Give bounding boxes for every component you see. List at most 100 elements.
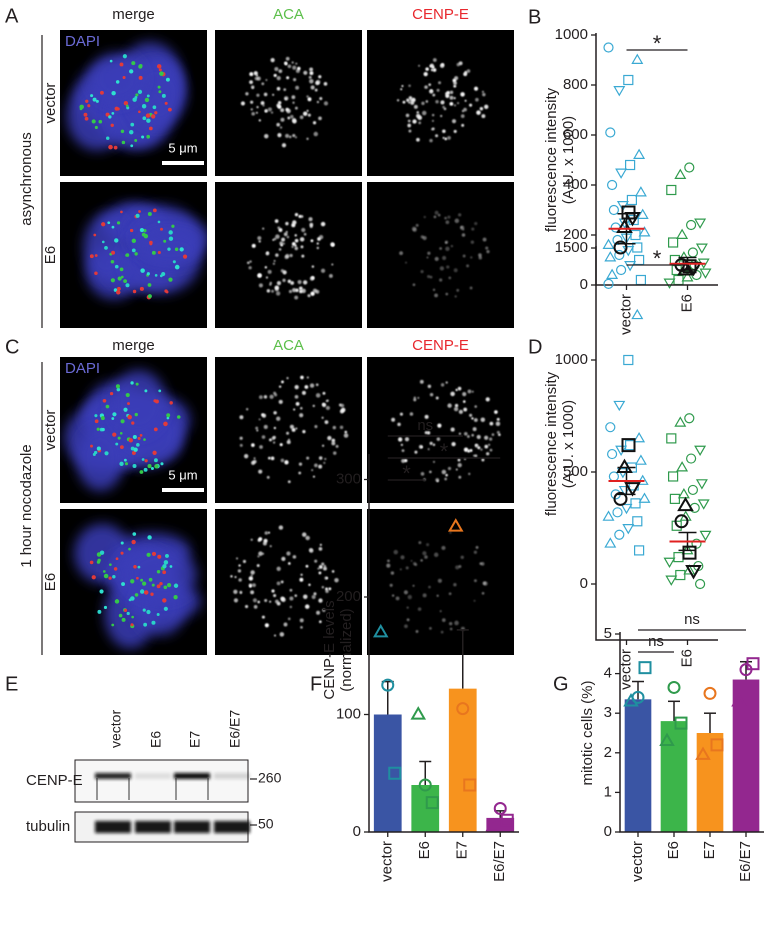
dapi-blob [76, 427, 125, 492]
kinetochore-dot [412, 283, 416, 287]
kinetochore-dot [251, 111, 256, 116]
kinetochore-dot [261, 552, 265, 555]
kinetochore-dot [143, 438, 146, 441]
kinetochore-dot [139, 589, 145, 594]
micrograph [60, 182, 207, 328]
kinetochore-dot [317, 567, 320, 570]
kinetochore-dot [462, 400, 466, 403]
replicate-point [638, 661, 652, 675]
kinetochore-dot [275, 291, 281, 296]
kinetochore-dot [417, 607, 422, 611]
kinetochore-dot [122, 54, 127, 59]
kinetochore-dot [282, 270, 287, 275]
replicate-mean [682, 259, 697, 274]
kinetochore-dot [445, 473, 448, 477]
kinetochore-dot [120, 210, 123, 214]
micrograph [60, 357, 207, 503]
kinetochore-dot [110, 260, 115, 264]
kinetochore-dot [295, 427, 298, 430]
x-tick-label: E6/E7 [737, 841, 754, 882]
kinetochore-dot [278, 399, 283, 404]
kinetochore-dot [100, 90, 104, 95]
kinetochore-dot [418, 444, 423, 449]
bar [624, 699, 652, 832]
kinetochore-dot [295, 402, 300, 406]
kinetochore-dot [83, 112, 88, 117]
kinetochore-dot [413, 104, 418, 109]
kinetochore-dot [462, 392, 467, 397]
kinetochore-dot [473, 550, 478, 554]
significance-label: * [402, 461, 411, 486]
kinetochore-dot [121, 582, 126, 587]
kinetochore-dot [322, 608, 326, 612]
replicate-mean [685, 565, 702, 580]
kinetochore-dot [303, 70, 308, 75]
kinetochore-dot [440, 630, 444, 634]
kinetochore-dot [268, 438, 272, 442]
kinetochore-dot [325, 400, 328, 403]
kinetochore-dot [440, 62, 445, 67]
kinetochore-dot [182, 254, 188, 259]
kinetochore-dot [303, 232, 307, 236]
kinetochore-dot [286, 108, 291, 114]
significance-label: ns [417, 417, 433, 434]
kinetochore-dot [321, 586, 325, 589]
kinetochore-dot [430, 68, 434, 72]
kinetochore-dot [300, 406, 303, 410]
kinetochore-dot [280, 596, 285, 601]
kinetochore-dot [300, 245, 304, 249]
kinetochore-dot [135, 213, 140, 218]
kinetochore-dot [321, 444, 325, 447]
blot-band [174, 773, 210, 779]
kinetochore-dot [280, 117, 285, 122]
kinetochore-dot [429, 441, 433, 446]
cell-point [685, 453, 697, 464]
kinetochore-dot [308, 75, 312, 79]
micrograph [367, 182, 514, 328]
kinetochore-dot [285, 133, 290, 138]
kinetochore-dot [290, 281, 295, 285]
kinetochore-dot [457, 462, 462, 468]
kinetochore-dot [438, 81, 442, 85]
kinetochore-dot [302, 430, 306, 434]
kinetochore-dot [415, 630, 419, 633]
replicate-point [447, 518, 464, 532]
kinetochore-dot [387, 559, 390, 563]
kinetochore-dot [289, 596, 294, 601]
kinetochore-dot [173, 583, 179, 588]
kinetochore-dot [264, 623, 269, 628]
kinetochore-dot [434, 293, 438, 298]
kinetochore-dot [410, 100, 415, 105]
cell-point [638, 226, 651, 237]
x-tick-label: E6 [678, 649, 695, 667]
image-content [399, 210, 490, 298]
cell-point [604, 251, 617, 262]
kinetochore-dot [397, 437, 403, 442]
kinetochore-dot [165, 77, 170, 82]
kinetochore-dot [470, 256, 473, 259]
kinetochore-dot [174, 247, 179, 252]
kinetochore-dot [115, 557, 119, 561]
kinetochore-dot [291, 61, 294, 64]
kinetochore-dot [299, 237, 305, 242]
y-tick-label: 800 [563, 76, 588, 93]
image-background [215, 357, 362, 503]
stain-label: DAPI [65, 33, 100, 50]
kinetochore-dot [488, 443, 491, 446]
kinetochore-dot [148, 577, 153, 582]
kinetochore-dot [276, 581, 281, 586]
cell-point [673, 274, 684, 286]
kinetochore-dot [331, 438, 336, 443]
y-axis-label: (A.U. x 1000) [560, 116, 577, 204]
replicate-mean [616, 458, 633, 474]
kinetochore-dot [176, 415, 181, 419]
kinetochore-dot [269, 600, 272, 603]
kinetochore-dot [119, 461, 124, 466]
kinetochore-dot [299, 577, 304, 582]
kinetochore-dot [128, 598, 132, 602]
cell-point [614, 249, 625, 261]
kinetochore-dot [466, 264, 470, 268]
kinetochore-dot [158, 68, 162, 72]
kinetochore-dot [422, 593, 427, 598]
kinetochore-dot [251, 86, 255, 90]
